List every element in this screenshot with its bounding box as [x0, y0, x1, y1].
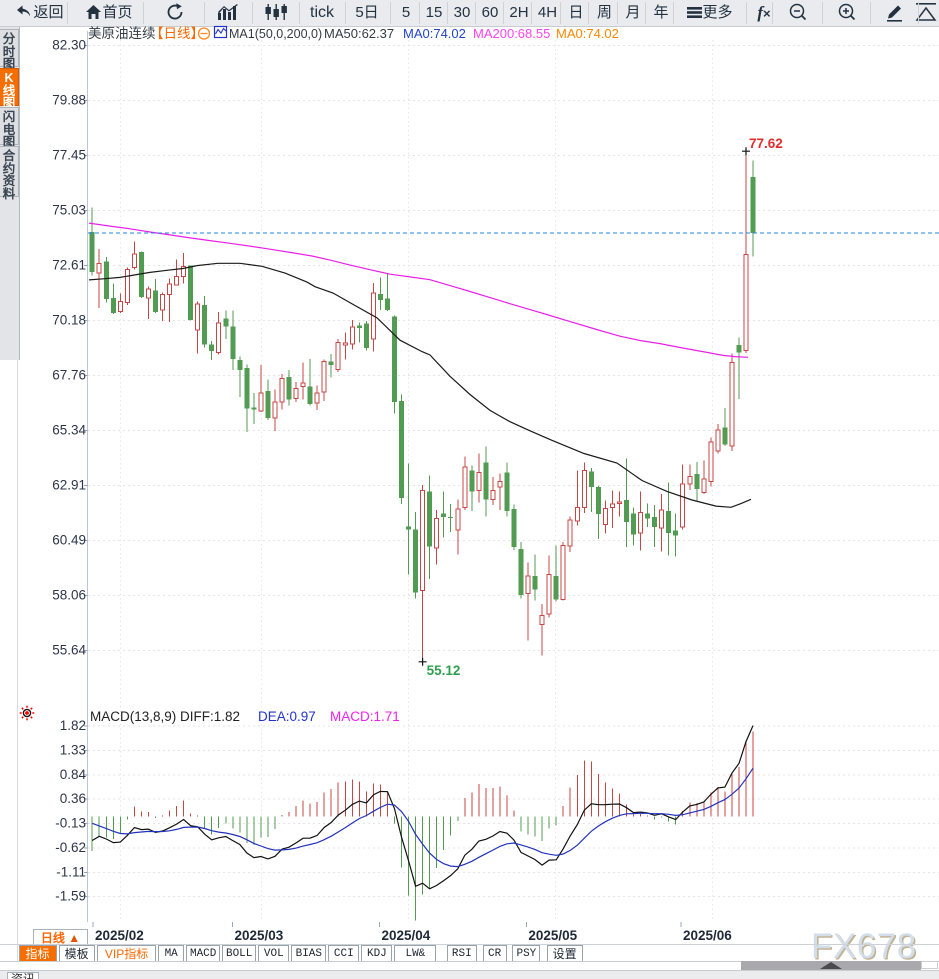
svg-text:-1.59: -1.59	[55, 888, 86, 903]
svg-text:77.45: 77.45	[52, 148, 86, 163]
svg-text:55.12: 55.12	[427, 663, 461, 678]
svg-text:0.84: 0.84	[60, 767, 87, 782]
svg-text:2025/06: 2025/06	[683, 928, 732, 943]
svg-text:58.06: 58.06	[52, 588, 86, 603]
svg-text:60.49: 60.49	[52, 533, 86, 548]
svg-text:MA0:74.02: MA0:74.02	[403, 26, 466, 41]
svg-text:FX678: FX678	[811, 927, 917, 966]
svg-text:55.64: 55.64	[52, 643, 86, 658]
svg-text:MA50:62.37: MA50:62.37	[324, 26, 394, 41]
svg-text:美原油连续: 美原油连续	[88, 26, 156, 41]
svg-text:2025/04: 2025/04	[382, 928, 431, 943]
svg-text:0.36: 0.36	[60, 791, 86, 806]
svg-text:72.61: 72.61	[52, 258, 86, 273]
svg-text:-1.11: -1.11	[56, 864, 86, 879]
svg-text:DEA:0.97: DEA:0.97	[258, 709, 316, 724]
svg-text:2025/02: 2025/02	[95, 928, 144, 943]
svg-text:MA1(50,0,200,0): MA1(50,0,200,0)	[229, 27, 322, 41]
svg-text:2025/03: 2025/03	[235, 928, 284, 943]
svg-text:MACD(13,8,9) DIFF:1.82: MACD(13,8,9) DIFF:1.82	[90, 709, 240, 724]
svg-text:1.33: 1.33	[60, 743, 86, 758]
svg-text:62.91: 62.91	[52, 478, 86, 493]
svg-text:2025/05: 2025/05	[528, 928, 577, 943]
svg-text:67.76: 67.76	[52, 368, 86, 383]
svg-text:MA200:68.55: MA200:68.55	[473, 26, 550, 41]
svg-text:MA0:74.02: MA0:74.02	[556, 26, 619, 41]
svg-text:【日线】: 【日线】	[150, 26, 204, 41]
svg-text:70.18: 70.18	[52, 313, 86, 328]
svg-text:79.88: 79.88	[52, 93, 86, 108]
svg-text:77.62: 77.62	[749, 136, 783, 151]
svg-text:-0.13: -0.13	[55, 816, 86, 831]
svg-text:75.03: 75.03	[52, 203, 86, 218]
svg-text:1.82: 1.82	[60, 718, 86, 733]
svg-text:82.30: 82.30	[52, 38, 86, 53]
svg-text:-0.62: -0.62	[55, 840, 86, 855]
svg-text:65.34: 65.34	[52, 423, 86, 438]
svg-text:MACD:1.71: MACD:1.71	[330, 709, 400, 724]
